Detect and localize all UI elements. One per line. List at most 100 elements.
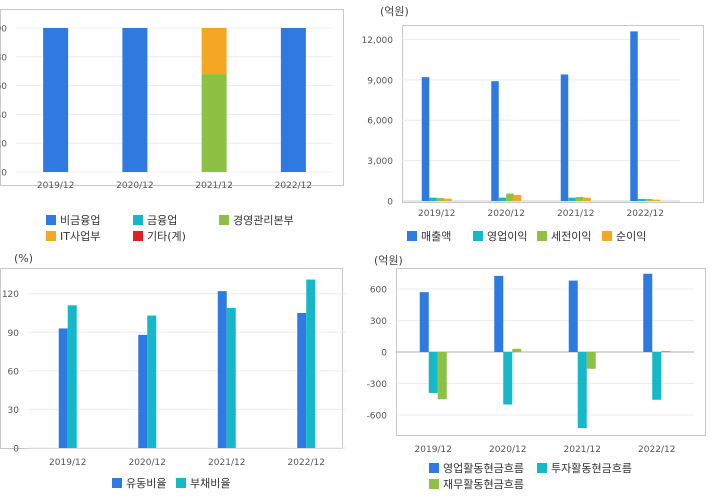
bar <box>43 28 69 172</box>
legend-item: 세전이익 <box>537 230 592 243</box>
legend-swatch <box>219 215 229 225</box>
bar <box>503 352 513 405</box>
chart-1-plot: 0 20 40 60 80 100 2019/12 2020/12 2021/12 2022/12 <box>0 9 344 191</box>
bar <box>306 279 316 448</box>
bar <box>643 273 653 352</box>
y-tick-label: 60 <box>0 82 7 92</box>
chart-2-legend: 매출액 영업이익 세전이익 순이익 <box>360 0 720 245</box>
legend-label: 매출액 <box>421 230 452 243</box>
legend-item: 금융업 <box>133 214 178 227</box>
legend-item: 순이익 <box>602 230 647 243</box>
bar <box>652 199 661 201</box>
legend-swatch <box>46 231 56 241</box>
y-tick-label: 0 <box>381 349 387 359</box>
x-tick-label: 2019/12 <box>37 181 74 191</box>
legend-item: 유동비율 <box>112 477 167 490</box>
legend-swatch <box>407 231 417 241</box>
chart-4-legend: 영업활동현금흐름 투자활동현금흐름 재무활동현금흐름 <box>360 248 720 496</box>
bar <box>138 334 148 448</box>
bar <box>419 292 429 352</box>
legend-swatch <box>176 478 186 488</box>
y-tick-label: 120 <box>2 290 19 300</box>
y-tick-label: 0 <box>387 198 393 208</box>
x-tick-label: 2019/12 <box>415 445 452 455</box>
chart-4-unit: (억원) <box>374 254 403 267</box>
bar <box>583 197 591 201</box>
x-tick-label: 2022/12 <box>638 445 675 455</box>
bar <box>226 307 236 448</box>
bar <box>577 352 587 429</box>
y-tick-label: 30 <box>8 406 20 416</box>
bar <box>568 197 576 201</box>
bar <box>494 275 504 352</box>
bar <box>280 28 306 172</box>
bar <box>630 31 638 202</box>
chart-1-legend: 비금융업 금융업 경영관리본부 IT사업부 기타(계) <box>0 0 352 245</box>
bar <box>436 197 445 201</box>
legend-label: 영업활동현금흐름 <box>443 462 524 475</box>
bar <box>437 352 447 400</box>
legend-label: 부채비율 <box>190 477 231 490</box>
legend-label: 순이익 <box>616 230 647 243</box>
plot-frame <box>402 25 704 203</box>
legend-label: 비금융업 <box>60 214 101 227</box>
legend-item: 경영관리본부 <box>219 214 294 227</box>
x-tick-label: 2020/12 <box>488 209 525 219</box>
legend-item: 재무활동현금흐름 <box>429 478 524 491</box>
bar <box>637 198 646 201</box>
bar <box>652 352 662 400</box>
y-tick-label: -600 <box>367 412 388 422</box>
bar <box>568 280 578 352</box>
bar <box>201 74 227 172</box>
legend-label: 세전이익 <box>551 230 592 243</box>
legend-label: 영업이익 <box>487 230 528 243</box>
legend-item: 기타(계) <box>133 230 186 243</box>
y-tick-label: 3,000 <box>367 157 393 167</box>
chart-3-unit: (%) <box>14 252 34 265</box>
x-tick-label: 2019/12 <box>418 209 455 219</box>
y-tick-label: 12,000 <box>362 36 394 46</box>
bar <box>297 313 307 448</box>
legend-label: 기타(계) <box>147 230 186 243</box>
x-tick-label: 2022/12 <box>288 458 325 468</box>
legend-swatch <box>602 231 612 241</box>
chart-4-plot: -600 -300 0 300 600 2019/12 2020/12 2021/12 2022… <box>367 268 706 455</box>
legend-swatch <box>429 479 439 489</box>
legend-swatch <box>133 215 143 225</box>
legend-label: 유동비율 <box>126 477 167 490</box>
y-tick-label: 20 <box>0 140 7 150</box>
y-tick-label: 9,000 <box>367 76 393 86</box>
chart-2-unit: (억원) <box>380 5 409 18</box>
legend-label: 경영관리본부 <box>233 214 294 227</box>
bar <box>560 74 569 201</box>
bar <box>67 305 77 448</box>
y-tick-label: 100 <box>0 25 7 35</box>
bar <box>444 198 452 201</box>
bar <box>428 352 438 393</box>
bar <box>429 197 437 201</box>
legend-item: 매출액 <box>407 230 452 243</box>
x-tick-label: 2022/12 <box>627 209 664 219</box>
y-tick-label: 90 <box>8 329 20 339</box>
y-tick-label: 6,000 <box>367 117 393 127</box>
y-tick-label: 0 <box>13 445 19 455</box>
legend-label: 재무활동현금흐름 <box>443 478 524 491</box>
legend-item: IT사업부 <box>46 230 101 243</box>
legend-swatch <box>473 231 483 241</box>
y-tick-label: 0 <box>1 169 7 179</box>
legend-item: 영업이익 <box>473 230 528 243</box>
legend-label: 금융업 <box>147 214 178 227</box>
legend-swatch <box>133 231 143 241</box>
x-tick-label: 2021/12 <box>208 458 245 468</box>
y-tick-label: 600 <box>370 286 387 296</box>
y-tick-label: 80 <box>0 53 7 63</box>
bar <box>122 28 148 172</box>
x-tick-label: 2020/12 <box>489 445 526 455</box>
legend-item: 부채비율 <box>176 477 231 490</box>
bar <box>201 28 227 75</box>
y-tick-label: 40 <box>0 111 7 121</box>
legend-swatch <box>429 463 439 473</box>
bar <box>645 198 653 201</box>
legend-swatch <box>537 231 547 241</box>
legend-label: IT사업부 <box>60 230 101 243</box>
